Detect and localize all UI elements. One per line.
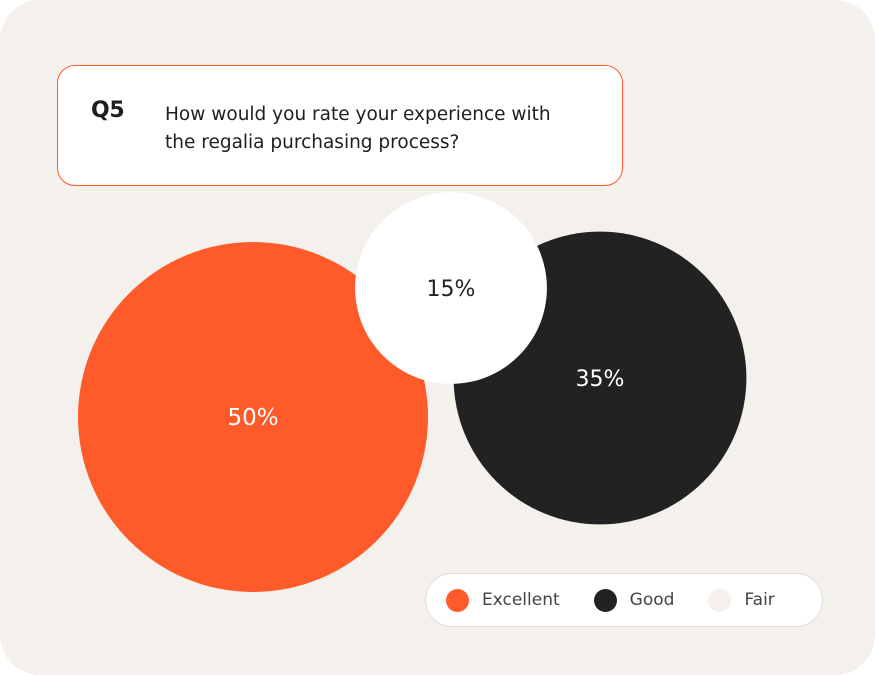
legend-item-fair: Fair (708, 588, 775, 612)
legend-item-good: Good (593, 588, 675, 612)
question-text: How would you rate your experience with … (165, 104, 551, 153)
bubble-fair (355, 192, 547, 384)
legend-label-fair: Fair (744, 590, 775, 610)
question-number: Q5 (91, 98, 125, 123)
legend-label-good: Good (629, 590, 675, 610)
bubble-label-excellent: 50% (227, 405, 278, 431)
bubble-excellent (78, 242, 428, 592)
legend-item-excellent: Excellent (446, 588, 560, 612)
legend-swatch-excellent (446, 588, 469, 612)
question-box: Q5 How would you rate your experience wi… (57, 65, 623, 186)
legend-swatch-fair (708, 588, 732, 612)
legend-swatch-good (593, 588, 617, 612)
bubble-label-fair: 15% (427, 277, 476, 302)
legend: Excellent Good Fair (425, 573, 823, 627)
legend-label-excellent: Excellent (482, 590, 560, 610)
bubble-label-good: 35% (576, 367, 625, 392)
